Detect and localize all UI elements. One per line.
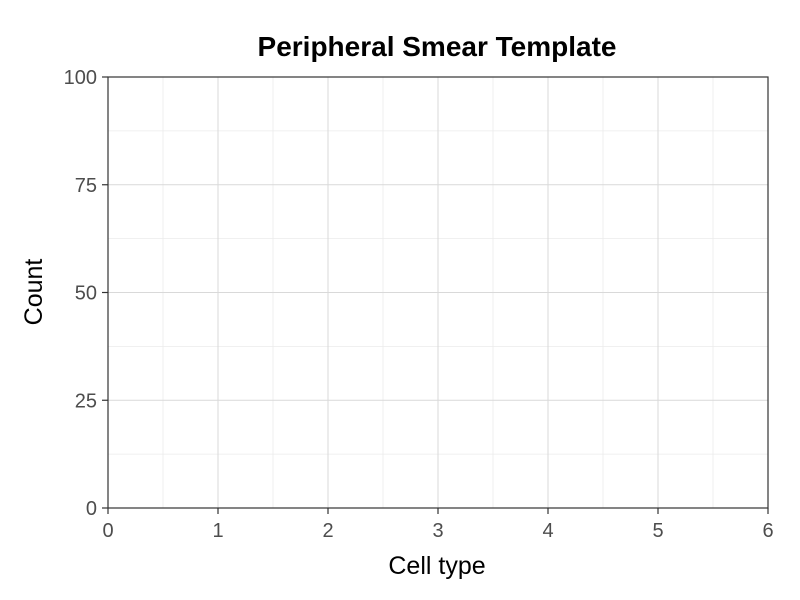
x-tick-label: 5 xyxy=(652,520,663,542)
y-tick-label: 25 xyxy=(75,390,97,412)
x-tick-label: 1 xyxy=(212,520,223,542)
x-tick-label: 3 xyxy=(432,520,443,542)
x-axis-title: Cell type xyxy=(388,552,485,580)
x-tick-label: 0 xyxy=(102,520,113,542)
y-axis-title: Count xyxy=(20,259,48,326)
y-tick-label: 50 xyxy=(75,283,97,305)
y-axis-ticks: 0 25 50 75 100 xyxy=(64,67,108,520)
y-tick-label: 75 xyxy=(75,175,97,197)
y-tick-label: 0 xyxy=(86,498,97,520)
x-tick-label: 6 xyxy=(762,520,773,542)
x-tick-label: 4 xyxy=(542,520,553,542)
chart-title: Peripheral Smear Template xyxy=(258,31,617,62)
x-tick-label: 2 xyxy=(322,520,333,542)
x-axis-ticks: 0 1 2 3 4 5 6 xyxy=(102,508,774,542)
y-tick-label: 100 xyxy=(64,67,97,89)
